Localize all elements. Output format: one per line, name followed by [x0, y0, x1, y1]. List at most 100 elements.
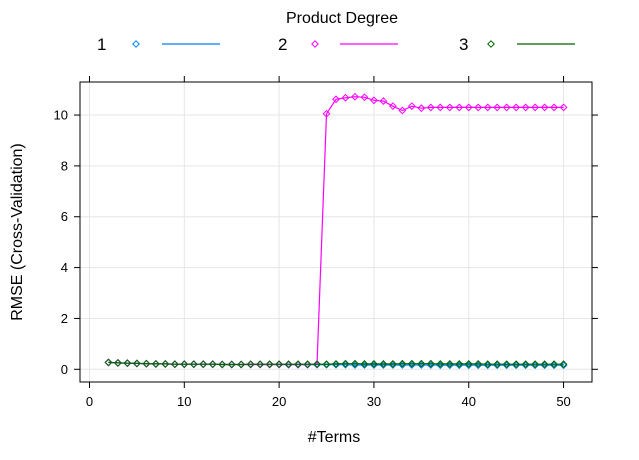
axis-ticks: 0 10 20 30 40 50 0 2 4 6 8 10	[54, 76, 598, 409]
data-point-3	[531, 360, 540, 369]
legend-title: Product Degree	[286, 10, 398, 27]
legend-marker	[311, 40, 319, 48]
data-point-3	[379, 360, 388, 368]
y-axis-title: RMSE (Cross-Validation)	[9, 143, 26, 321]
data-point-3	[284, 360, 293, 369]
data-point-3	[426, 359, 435, 368]
data-point-2	[370, 96, 378, 105]
y-tick-label: 10	[54, 108, 68, 123]
y-tick-label: 4	[61, 260, 68, 275]
data-point-3	[227, 360, 236, 369]
series-3	[104, 358, 568, 369]
x-tick-label: 10	[177, 394, 191, 409]
x-tick-label: 0	[86, 394, 93, 409]
data-point-2	[540, 103, 549, 112]
data-point-2	[436, 103, 445, 112]
data-point-3	[474, 360, 483, 368]
data-point-3	[104, 358, 113, 367]
data-point-3	[388, 360, 397, 368]
data-point-3	[436, 360, 445, 368]
data-point-3	[341, 359, 350, 368]
data-point-3	[199, 360, 208, 369]
legend-marker	[132, 40, 140, 48]
data-point-2	[502, 103, 511, 112]
y-tick-label: 6	[61, 209, 68, 224]
data-point-3	[313, 360, 321, 369]
data-point-2	[445, 103, 454, 112]
data-point-3	[208, 360, 217, 369]
data-point-2	[360, 93, 369, 102]
data-point-2	[379, 97, 388, 105]
data-point-3	[294, 360, 302, 369]
data-point-3	[464, 360, 473, 368]
data-point-3	[322, 360, 331, 369]
data-point-3	[483, 360, 492, 369]
legend: Product Degree 1 2 3	[97, 10, 575, 54]
data-point-2	[388, 102, 397, 111]
legend-marker	[487, 40, 495, 48]
data-point-3	[132, 359, 141, 368]
legend-items: 1 2 3	[97, 35, 575, 54]
data-point-2	[531, 103, 540, 112]
data-point-2	[341, 93, 350, 102]
data-point-2	[464, 103, 473, 112]
x-tick-label: 20	[272, 394, 286, 409]
y-tick-label: 2	[61, 311, 68, 326]
data-point-3	[142, 359, 151, 368]
data-point-3	[550, 360, 558, 369]
data-point-3	[521, 360, 530, 369]
data-point-2	[426, 103, 435, 112]
data-point-3	[351, 359, 359, 368]
legend-label: 3	[459, 35, 468, 54]
y-tick-label: 8	[61, 158, 68, 173]
plot-frame	[79, 81, 593, 383]
data-point-3	[189, 360, 198, 369]
x-tick-label: 40	[462, 394, 476, 409]
data-point-3	[114, 359, 122, 367]
data-point-3	[275, 360, 284, 369]
data-point-3	[256, 360, 265, 369]
data-point-3	[265, 360, 274, 369]
data-point-3	[559, 360, 568, 369]
data-point-3	[493, 360, 502, 369]
data-point-2	[332, 95, 340, 104]
data-point-3	[445, 360, 454, 368]
x-axis-title: #Terms	[308, 429, 360, 446]
data-point-3	[151, 360, 160, 368]
legend-label: 2	[278, 35, 287, 54]
data-point-3	[161, 360, 170, 368]
series-line-3	[108, 361, 564, 366]
data-point-2	[322, 109, 331, 118]
data-point-3	[370, 360, 378, 368]
data-point-3	[170, 360, 179, 369]
series-layer	[104, 92, 568, 370]
data-point-3	[540, 360, 549, 369]
data-point-3	[455, 360, 464, 368]
data-point-3	[180, 360, 189, 369]
data-point-2	[550, 103, 558, 112]
y-tick-label: 0	[61, 362, 68, 377]
data-point-2	[398, 106, 407, 115]
data-point-3	[123, 359, 132, 368]
data-point-3	[407, 359, 416, 368]
legend-item-3: 3	[459, 35, 575, 54]
data-point-2	[455, 103, 464, 112]
data-point-3	[360, 360, 369, 368]
data-point-2	[521, 103, 530, 112]
data-point-3	[417, 359, 426, 368]
data-point-3	[237, 360, 246, 369]
legend-label: 1	[97, 35, 106, 54]
data-point-3	[218, 360, 227, 369]
data-point-3	[246, 360, 255, 369]
grid	[80, 82, 592, 382]
data-point-2	[407, 102, 416, 111]
data-point-2	[559, 103, 568, 112]
legend-item-1: 1	[97, 35, 220, 54]
data-point-3	[398, 359, 407, 368]
data-point-2	[493, 103, 502, 112]
x-tick-label: 50	[556, 394, 570, 409]
data-point-2	[483, 103, 492, 112]
legend-item-2: 2	[278, 35, 398, 54]
data-point-3	[512, 360, 521, 369]
